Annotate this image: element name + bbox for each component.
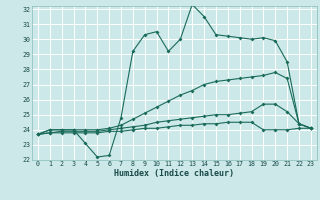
X-axis label: Humidex (Indice chaleur): Humidex (Indice chaleur): [115, 169, 234, 178]
